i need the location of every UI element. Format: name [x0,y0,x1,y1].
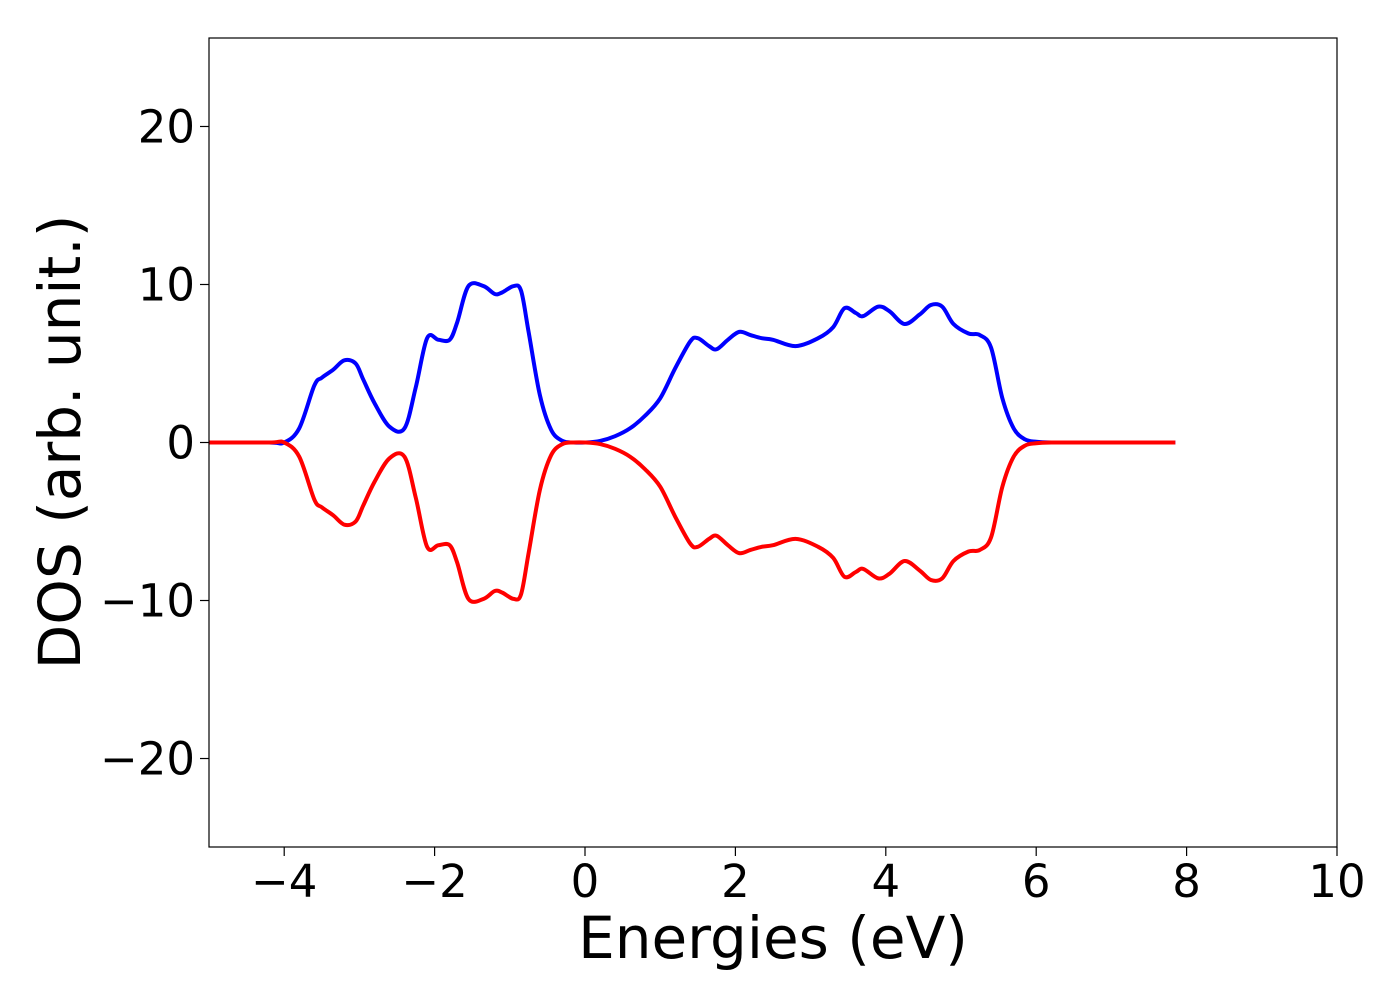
series-line-2 [208,439,1176,604]
y-tick-label: 0 [166,417,195,470]
x-tick-label: 2 [721,855,750,908]
x-axis-title: Energies (eV) [578,904,968,972]
x-tick-label: 0 [571,855,600,908]
x-tick-label: −4 [251,855,317,908]
y-tick-label: −20 [100,733,195,786]
x-tick-label: 4 [871,855,900,908]
y-tick-label: 20 [138,100,195,153]
x-tick-label: 8 [1172,855,1201,908]
series-layer [208,281,1176,604]
x-tick-label: 10 [1308,855,1365,908]
y-axis-title: DOS (arb. unit.) [26,215,94,670]
x-tick-label: 6 [1022,855,1051,908]
x-axis: −4 −2 0 2 4 6 8 10 [251,847,1366,908]
y-axis: −20 −10 0 10 20 [100,100,209,786]
x-tick-label: −2 [401,855,467,908]
series-line-1 [208,281,1176,446]
y-tick-label: 10 [138,258,195,311]
y-tick-label: −10 [100,575,195,628]
